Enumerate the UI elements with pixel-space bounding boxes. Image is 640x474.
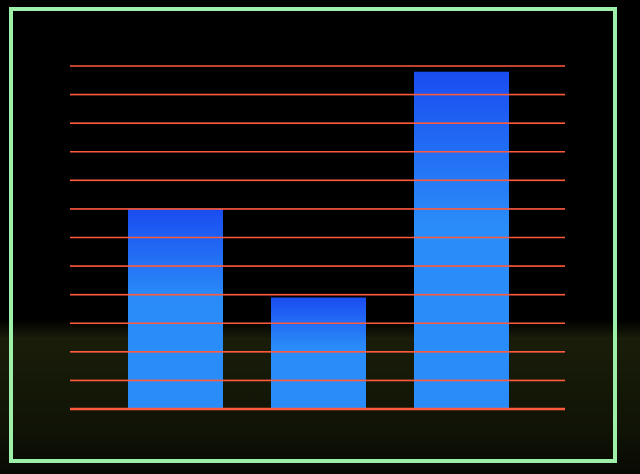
bar-2 <box>271 297 366 409</box>
chart-frame <box>9 7 617 463</box>
bar-1 <box>128 208 223 409</box>
bars <box>128 71 509 409</box>
bar-3 <box>414 71 509 409</box>
gridlines <box>70 65 565 411</box>
